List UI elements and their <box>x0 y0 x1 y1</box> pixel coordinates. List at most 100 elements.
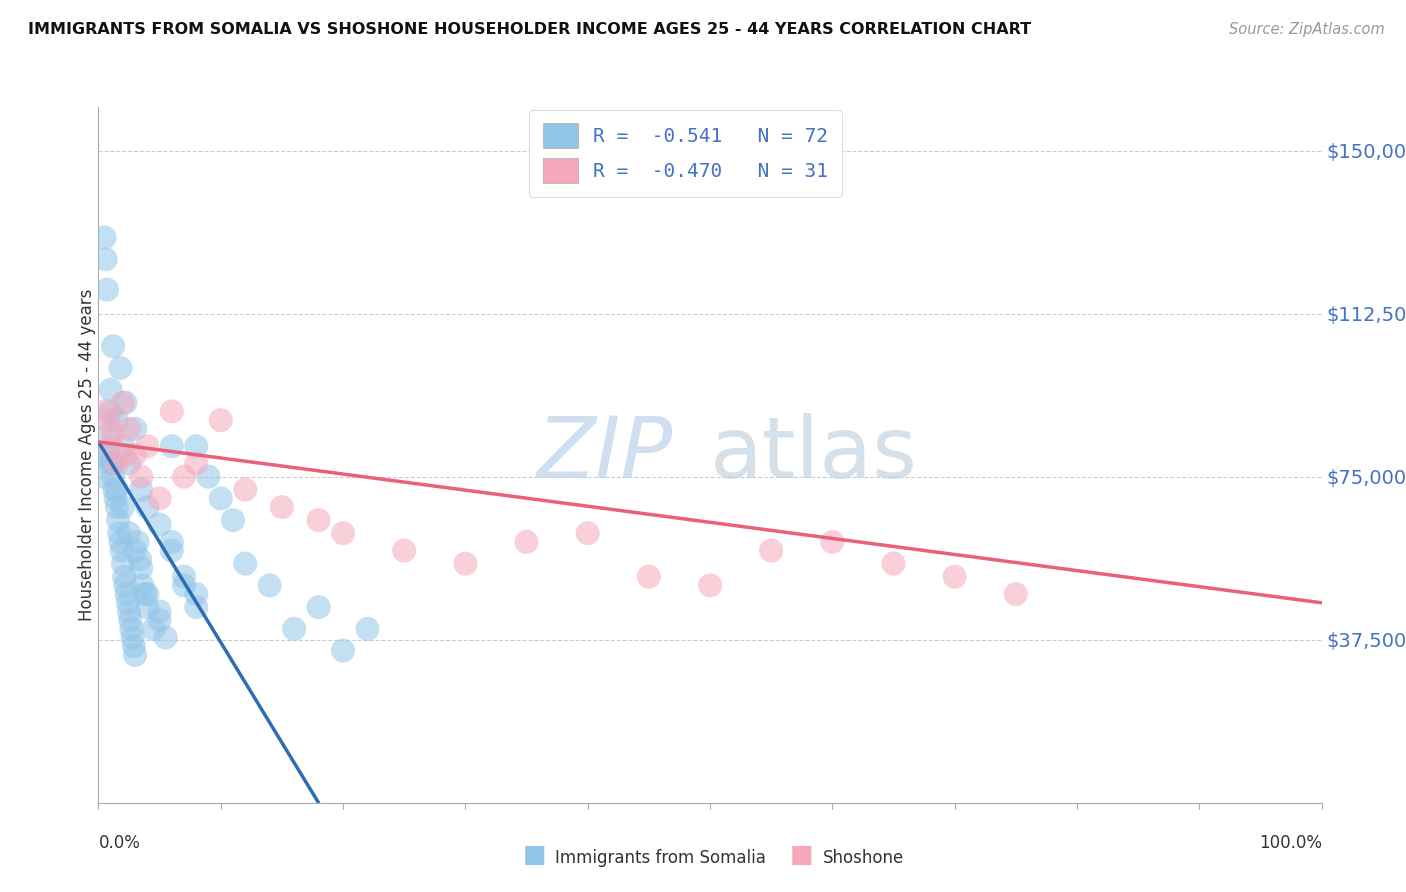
Point <box>118 457 141 471</box>
Text: ZIP: ZIP <box>537 413 673 497</box>
Point <box>120 613 142 627</box>
Point <box>332 643 354 657</box>
Point <box>122 639 145 653</box>
Point <box>699 578 721 592</box>
Point <box>97 448 120 462</box>
Point <box>100 404 122 418</box>
Point <box>155 631 177 645</box>
Point <box>129 552 152 566</box>
Point <box>111 396 134 410</box>
Point <box>1004 587 1026 601</box>
Point <box>160 439 183 453</box>
Point <box>129 483 152 497</box>
Point <box>91 469 114 483</box>
Point <box>105 500 128 514</box>
Point <box>94 252 117 267</box>
Point <box>173 469 195 483</box>
Point <box>127 535 149 549</box>
Point <box>233 557 256 571</box>
Point <box>209 413 232 427</box>
Point <box>131 578 153 592</box>
Point <box>105 457 128 471</box>
Point <box>118 422 141 436</box>
Point <box>120 622 142 636</box>
Text: Source: ZipAtlas.com: Source: ZipAtlas.com <box>1229 22 1385 37</box>
Point <box>149 613 172 627</box>
Point <box>209 491 232 506</box>
Point <box>101 339 124 353</box>
Point <box>259 578 281 592</box>
Point <box>93 230 115 244</box>
Point <box>136 587 159 601</box>
Point <box>186 587 208 601</box>
Point <box>124 448 146 462</box>
Point <box>173 570 195 584</box>
Point <box>100 439 122 453</box>
Point <box>105 413 128 427</box>
Text: Shoshone: Shoshone <box>823 849 904 867</box>
Text: ■: ■ <box>523 843 546 867</box>
Point <box>110 535 132 549</box>
Point <box>233 483 256 497</box>
Point <box>134 587 156 601</box>
Point <box>111 439 134 453</box>
Point <box>111 557 134 571</box>
Point <box>149 491 172 506</box>
Point <box>308 600 330 615</box>
Point <box>186 439 208 453</box>
Point <box>98 426 121 441</box>
Text: ■: ■ <box>790 843 813 867</box>
Legend: R =  -0.541   N = 72, R =  -0.470   N = 31: R = -0.541 N = 72, R = -0.470 N = 31 <box>529 110 842 197</box>
Point <box>111 500 134 514</box>
Point <box>186 600 208 615</box>
Point <box>114 396 136 410</box>
Point <box>124 543 146 558</box>
Point <box>124 422 146 436</box>
Point <box>516 535 538 549</box>
Point <box>149 605 172 619</box>
Point <box>117 596 139 610</box>
Point <box>104 491 127 506</box>
Point <box>283 622 305 636</box>
Point <box>136 500 159 514</box>
Point <box>97 413 120 427</box>
Point <box>93 404 115 418</box>
Point <box>96 283 118 297</box>
Point <box>454 557 477 571</box>
Point <box>142 622 165 636</box>
Text: Immigrants from Somalia: Immigrants from Somalia <box>555 849 766 867</box>
Y-axis label: Householder Income Ages 25 - 44 years: Householder Income Ages 25 - 44 years <box>79 289 96 621</box>
Text: IMMIGRANTS FROM SOMALIA VS SHOSHONE HOUSEHOLDER INCOME AGES 25 - 44 YEARS CORREL: IMMIGRANTS FROM SOMALIA VS SHOSHONE HOUS… <box>28 22 1031 37</box>
Point <box>101 457 124 471</box>
Point <box>114 448 136 462</box>
Point <box>173 578 195 592</box>
Point <box>110 361 132 376</box>
Point <box>107 513 129 527</box>
Point <box>186 457 208 471</box>
Point <box>101 469 124 483</box>
Point <box>105 483 128 497</box>
Point <box>136 600 159 615</box>
Point <box>121 631 143 645</box>
Point <box>100 383 122 397</box>
Text: 0.0%: 0.0% <box>98 834 141 852</box>
Text: atlas: atlas <box>710 413 918 497</box>
Point <box>112 570 135 584</box>
Point <box>160 535 183 549</box>
Point <box>114 578 136 592</box>
Point <box>943 570 966 584</box>
Point <box>222 513 245 527</box>
Point <box>124 648 146 662</box>
Point <box>761 543 783 558</box>
Point <box>308 513 330 527</box>
Point <box>821 535 844 549</box>
Point <box>392 543 416 558</box>
Point <box>108 526 131 541</box>
Point <box>103 483 125 497</box>
Point <box>356 622 378 636</box>
Point <box>136 439 159 453</box>
Point <box>118 526 141 541</box>
Point <box>115 587 138 601</box>
Point <box>100 457 122 471</box>
Point <box>332 526 354 541</box>
